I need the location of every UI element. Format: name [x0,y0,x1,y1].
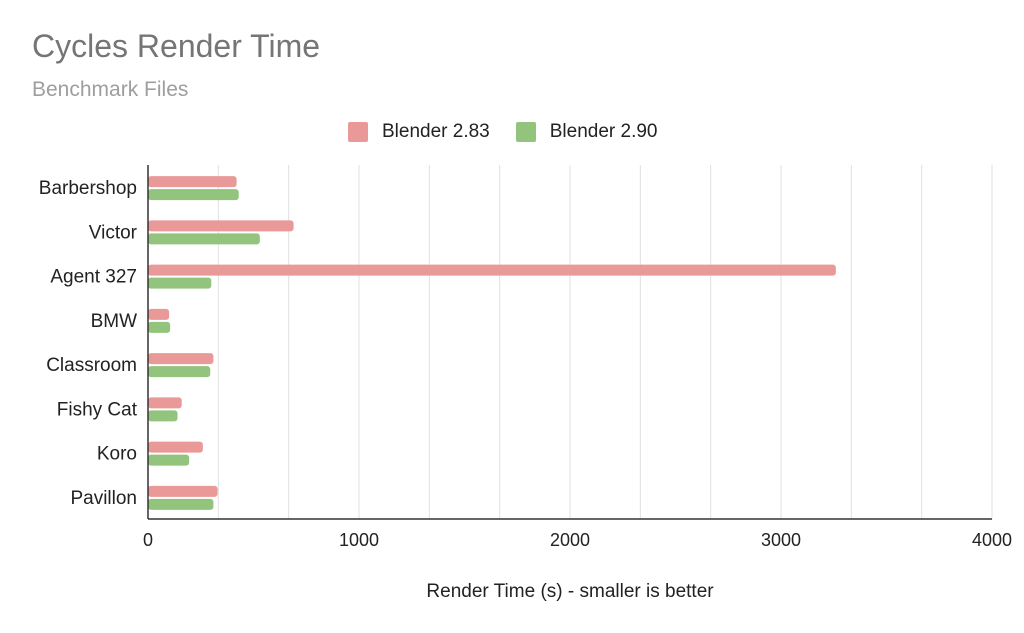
legend-swatch [348,122,368,142]
x-tick-label: 2000 [550,530,590,550]
category-label: Agent 327 [50,267,137,288]
legend-swatch [515,122,536,142]
category-label: Koro [97,444,137,465]
category-label: BMW [91,311,138,332]
category-label: Victor [89,222,138,243]
bar [148,397,182,409]
bar [148,353,214,365]
category-label: Pavillon [70,488,137,509]
category-label: Fishy Cat [57,399,138,420]
x-tick-label: 0 [143,530,153,550]
chart-title: Cycles Render Time [32,28,321,64]
legend-label: Blender 2.90 [549,121,658,142]
bar [148,366,211,378]
bar [148,189,239,201]
x-axis-title: Render Time (s) - smaller is better [426,581,714,602]
bar [148,233,260,245]
bar [148,176,237,188]
legend-item-blender-283[interactable]: Blender 2.83 [348,121,490,143]
bar [148,264,836,276]
legend-label: Blender 2.83 [382,121,490,142]
legend: Blender 2.83 Blender 2.90 [348,121,658,143]
category-label: Classroom [46,355,137,376]
bar [148,498,214,510]
x-tick-label: 4000 [972,530,1012,550]
x-tick-label: 1000 [339,530,379,550]
bar [148,441,203,453]
category-label: Barbershop [39,178,137,199]
x-tick-label: 3000 [761,530,801,550]
bar [148,321,171,333]
bar [148,220,294,232]
bar [148,277,212,289]
bar [148,454,190,466]
bar [148,410,178,422]
bar [148,485,218,497]
chart-subtitle: Benchmark Files [32,78,189,101]
bar [148,308,170,320]
legend-item-blender-290[interactable]: Blender 2.90 [515,121,658,143]
